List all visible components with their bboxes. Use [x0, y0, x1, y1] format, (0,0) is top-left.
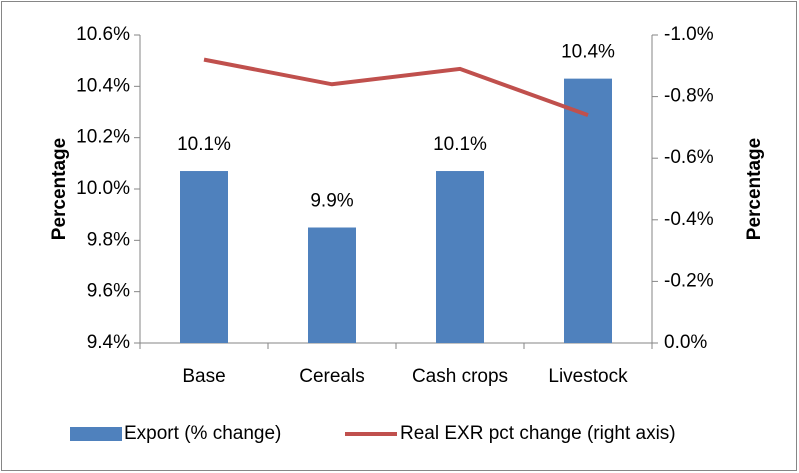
bar — [180, 171, 228, 343]
x-tick-label: Livestock — [548, 366, 628, 387]
y-tick-label: 10.6% — [76, 24, 130, 45]
y2-axis-label: Percentage — [744, 138, 765, 240]
legend-label: Real EXR pct change (right axis) — [400, 423, 676, 444]
y-tick-label: 9.6% — [87, 281, 130, 302]
y2-tick-label: 0.0% — [664, 332, 707, 353]
bar — [564, 78, 612, 343]
data-label: 10.4% — [561, 42, 615, 63]
legend-label: Export (% change) — [124, 423, 281, 444]
bar — [308, 227, 356, 343]
x-tick-label: Cash crops — [412, 366, 508, 387]
y2-tick-label: -0.8% — [664, 86, 714, 107]
y2-tick-label: -0.2% — [664, 270, 714, 291]
y-tick-label: 9.8% — [87, 229, 130, 250]
line — [203, 57, 589, 117]
y-tick-label: 10.0% — [76, 178, 130, 199]
y-tick-label: 9.4% — [87, 332, 130, 353]
data-label: 9.9% — [310, 191, 353, 212]
data-label: 10.1% — [433, 134, 487, 155]
x-tick-label: Cereals — [299, 366, 364, 387]
y2-tick-label: -1.0% — [664, 24, 714, 45]
y-tick-label: 10.2% — [76, 127, 130, 148]
y2-tick-label: -0.6% — [664, 147, 714, 168]
y2-tick-label: -0.4% — [664, 209, 714, 230]
y-axis-label: Percentage — [49, 138, 70, 240]
legend-swatch — [70, 427, 122, 441]
x-tick-label: Base — [182, 366, 225, 387]
bar — [436, 171, 484, 343]
data-label: 10.1% — [177, 134, 231, 155]
y-tick-label: 10.4% — [76, 75, 130, 96]
